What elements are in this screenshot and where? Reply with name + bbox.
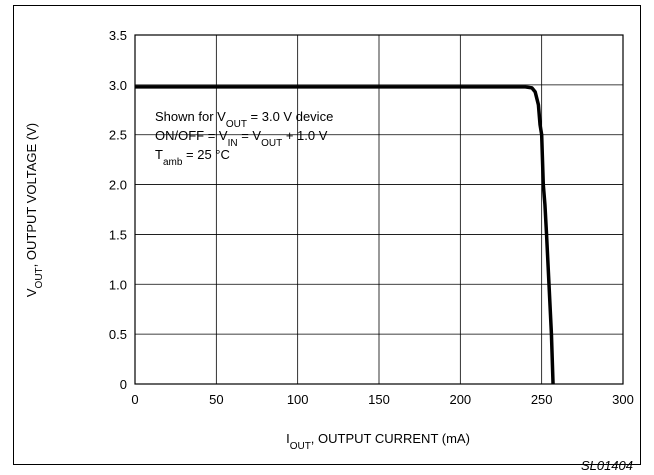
chart-frame	[13, 5, 641, 465]
y-tick-label: 1.0	[109, 277, 127, 292]
x-axis-label: IOUT, OUTPUT CURRENT (mA)	[286, 431, 470, 452]
tick-labels: 0 50 100 150 200 250 300 0 0.5 1.0 1.5 2.0 2.5 3.0 3.5	[109, 28, 634, 407]
figure-code-label: SL01404	[581, 458, 633, 473]
x-tick-label: 100	[287, 392, 309, 407]
annotation-line-3: Tamb = 25 °C	[155, 147, 230, 168]
y-tick-label: 3.0	[109, 78, 127, 93]
x-tick-label: 300	[612, 392, 634, 407]
grid	[134, 34, 624, 385]
annotation-line-1: Shown for VOUT = 3.0 V device	[155, 109, 333, 130]
annotation-line-2: ON/OFF = VIN = VOUT + 1.0 V	[155, 128, 328, 149]
y-tick-label: 2.5	[109, 128, 127, 143]
y-tick-label: 2.0	[109, 178, 127, 193]
x-tick-label: 50	[209, 392, 223, 407]
y-tick-label: 0	[120, 377, 127, 392]
x-tick-label: 150	[368, 392, 390, 407]
y-tick-label: 1.5	[109, 227, 127, 242]
x-tick-label: 0	[131, 392, 138, 407]
x-tick-label: 250	[531, 392, 553, 407]
series-line	[135, 85, 555, 385]
y-axis-label: VOUT, OUTPUT VOLTAGE (V)	[24, 123, 45, 297]
y-tick-label: 0.5	[109, 327, 127, 342]
plot-area-border	[134, 34, 624, 385]
y-tick-label: 3.5	[109, 28, 127, 43]
x-tick-label: 200	[449, 392, 471, 407]
